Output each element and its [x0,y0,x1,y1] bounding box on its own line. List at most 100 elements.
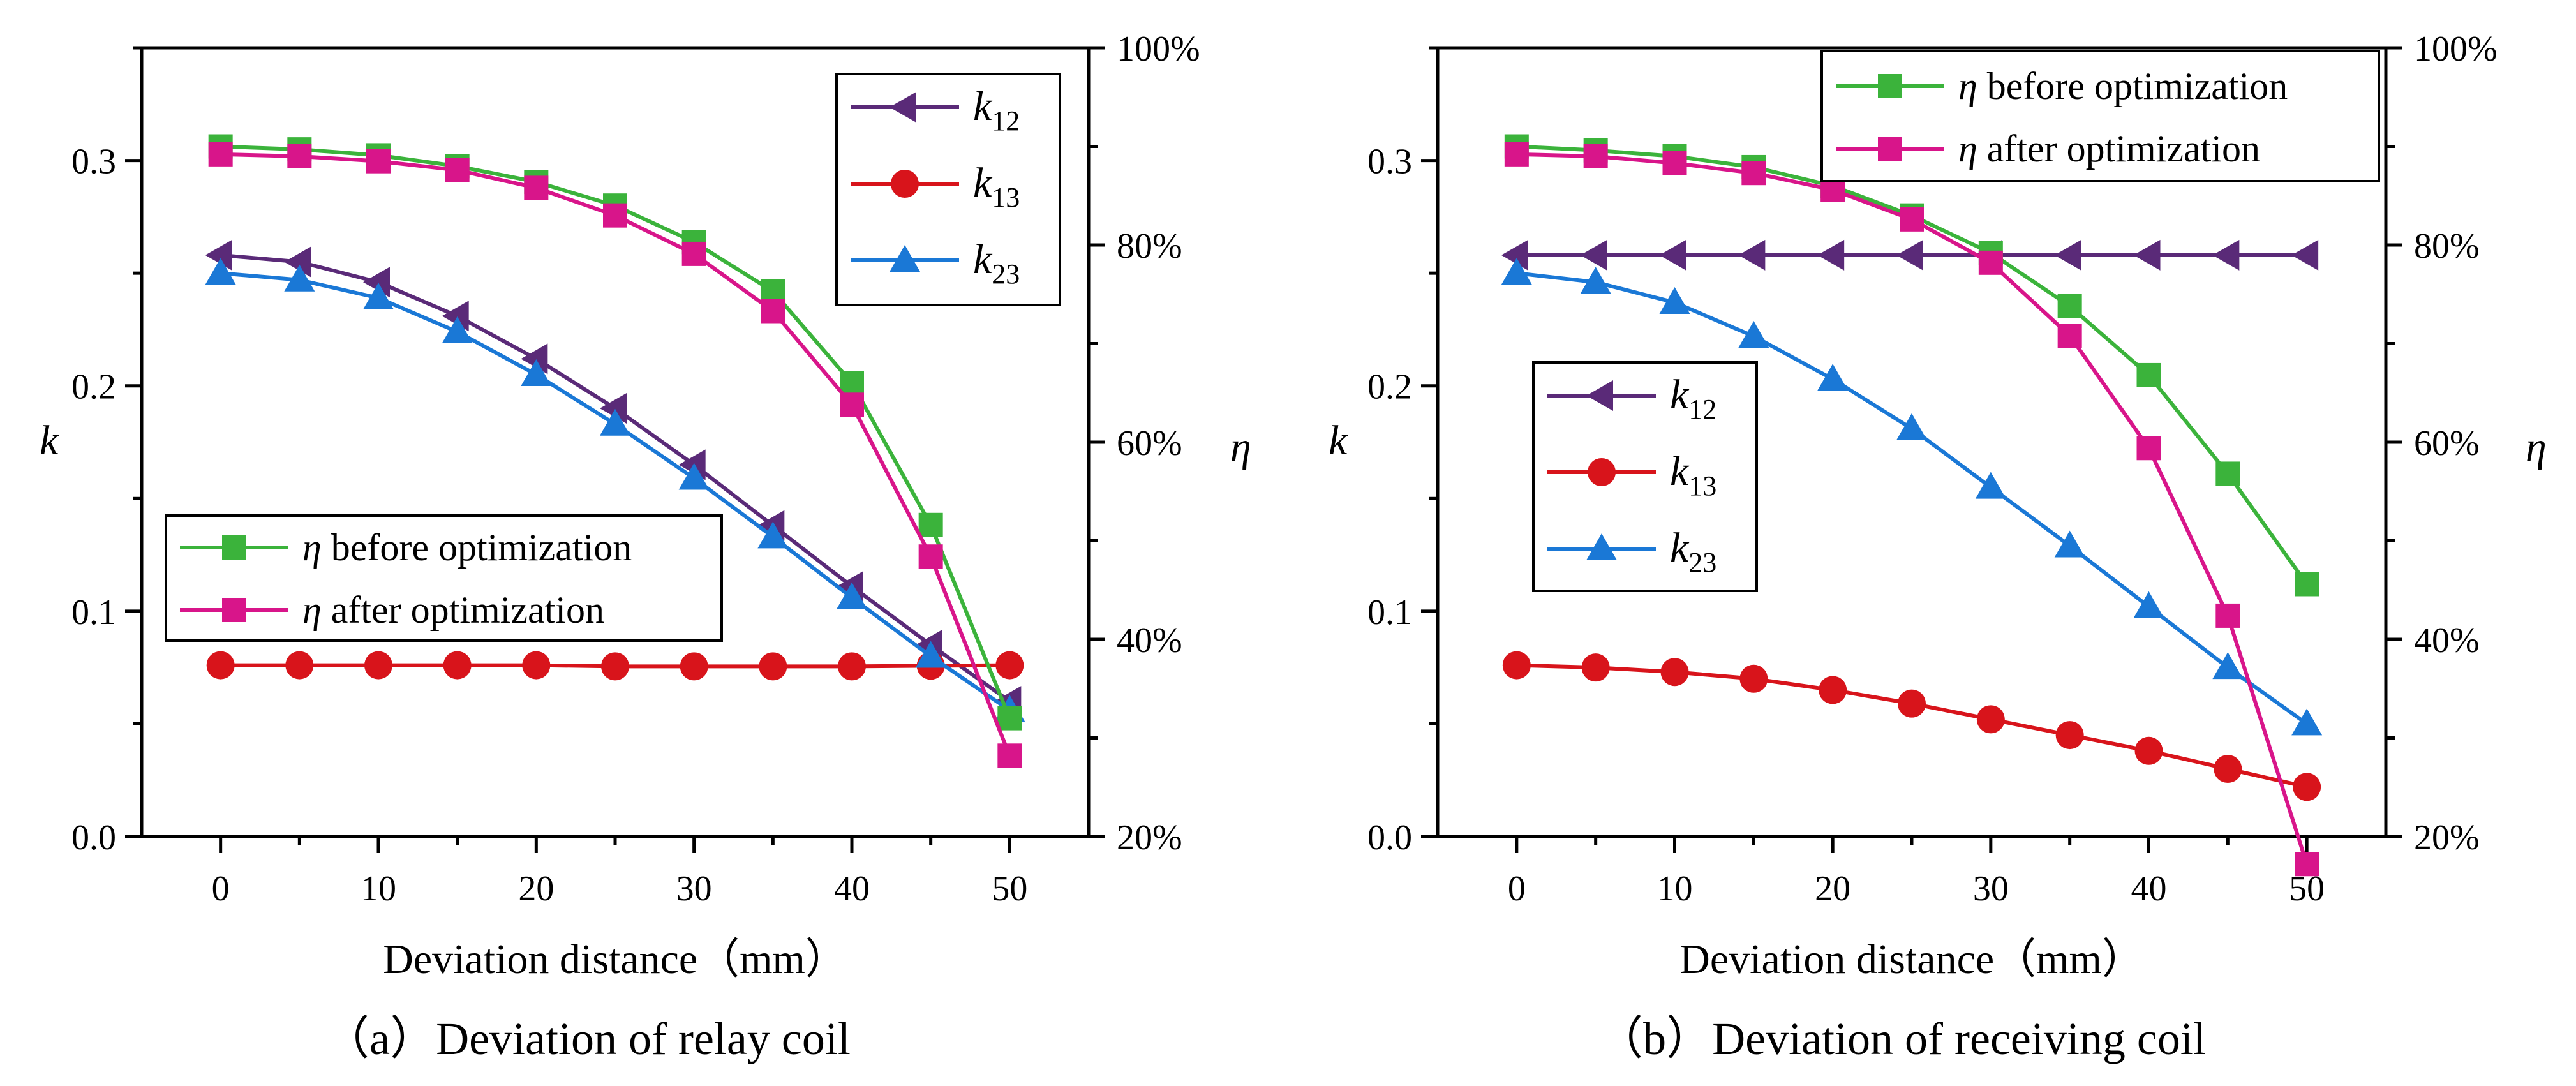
legends-b: η before optimization η after optimizatio… [1532,50,2380,592]
series-layer-b [1501,134,2323,877]
x-tick-label: 40 [2131,869,2167,909]
data-point-k23 [1817,364,1849,391]
legend-marker-k12 [1586,380,1613,411]
y2-tick-label: 20% [2414,818,2480,858]
y2-tick-label: 60% [1117,424,1182,463]
data-point-k13 [1898,689,1926,718]
legend-marker-k12 [890,92,916,123]
data-point-k23 [205,258,236,285]
data-point-k12 [1501,239,1528,271]
data-point-k12 [2291,239,2319,271]
data-point-eta_after [2057,324,2082,348]
data-point-k13 [759,652,787,681]
axes-a: 0 10 20 30 40 50 0.0 0.1 0.2 0.3 20% 40% 60% 80% 100% [71,29,1200,909]
data-point-k12 [1817,239,1845,271]
x-tick-label: 10 [1657,869,1693,909]
y2-tick-label: 60% [2414,424,2480,463]
data-point-k13 [2055,721,2084,750]
x-axis-label-a: Deviation distance（mm） [383,936,847,983]
legend-box [1532,361,1758,592]
y-tick-label: 0.3 [71,142,116,182]
data-point-eta_after [1504,142,1529,167]
data-point-k13 [2293,773,2321,801]
y-tick-label: 0.2 [1367,368,1412,407]
y2-tick-label: 100% [1117,29,1200,69]
data-point-eta_after [1741,161,1766,186]
x-tick-label: 50 [992,869,1027,909]
legend-marker-eta_after [1878,137,1902,161]
data-point-k13 [680,652,708,681]
data-point-k12 [1896,239,1923,271]
data-point-k12 [2133,239,2161,271]
x-tick-label: 20 [1815,869,1850,909]
y-tick-label: 0.0 [71,818,116,858]
data-point-eta_before [918,512,943,537]
legend-marker-eta_before [222,535,246,560]
data-point-k13 [601,652,629,681]
data-point-k13 [838,652,866,681]
data-point-k23 [1580,267,1611,294]
data-point-k23 [521,359,552,387]
data-point-eta_before [2295,572,2319,597]
data-point-k23 [2133,591,2164,618]
data-point-eta_after [366,149,391,174]
legend-marker-k23 [1586,533,1617,560]
legend-label-k12: k12 [1670,371,1716,425]
legend-marker-k13 [1588,458,1616,486]
y2-tick-label: 80% [2414,227,2480,266]
legend-marker-eta_after [222,598,246,622]
y-tick-label: 0.2 [71,368,116,407]
data-point-eta_after [1583,144,1608,168]
legend-label-eta_after: η after optimization [302,589,604,631]
legend-label-k12: k12 [973,83,1020,137]
data-point-k12 [600,393,627,424]
data-point-k23 [2212,652,2244,680]
panel-b: 0 10 20 30 40 500.00.10.20.320%40%60%80%100% … [1329,29,2547,1064]
x-tick-label: 0 [1508,869,1526,909]
data-point-k23 [363,282,394,309]
data-point-k12 [363,267,390,298]
data-point-eta_after [2136,436,2161,461]
data-point-eta_after [603,203,627,228]
x-tick-label: 40 [834,869,870,909]
data-point-k23 [757,521,789,549]
legend-marker-eta_before [1878,74,1902,98]
y-tick-label: 0.1 [1367,593,1412,632]
y2-tick-label: 20% [1117,818,1182,858]
data-point-k13 [522,651,551,680]
data-point-eta_after [1978,250,2003,275]
data-point-k12 [284,246,311,278]
data-point-k23 [915,641,946,668]
data-point-k23 [284,264,315,292]
data-point-k12 [205,239,232,271]
data-point-k23 [837,582,867,609]
y2-tick-label: 80% [1117,227,1182,266]
panel-a: 0 10 20 30 40 500.00.10.20.320%40%60%80%100% … [40,29,1251,1064]
legend-label-eta_before: η before optimization [302,526,632,569]
data-point-eta_after [918,544,943,569]
data-point-eta_after [997,743,1022,768]
data-point-eta_after [208,142,233,167]
y2-tick-label: 100% [2414,29,2498,69]
data-point-k13 [206,651,235,680]
y2-tick-label: 40% [1117,621,1182,660]
data-point-k23 [1738,321,1769,348]
caption-b: （b）Deviation of receiving coil [1597,1013,2206,1064]
data-point-k12 [1659,239,1686,271]
x-tick-label: 30 [1973,869,2009,909]
data-point-eta_after [2215,603,2240,628]
legend-label-eta_before: η before optimization [1958,65,2288,107]
x-tick-label: 0 [212,869,230,909]
data-point-k13 [443,651,472,680]
data-point-eta_after [761,299,785,324]
legend-marker-k23 [890,245,920,272]
data-point-eta_after [287,144,312,168]
data-point-eta_after [1900,207,1924,232]
data-point-k23 [1896,413,1927,440]
data-point-eta_before [2057,294,2082,318]
data-point-k13 [364,651,392,680]
y2-axis-label-b: η [2526,424,2547,470]
data-point-eta_after [840,392,864,417]
data-point-k13 [1660,658,1689,687]
